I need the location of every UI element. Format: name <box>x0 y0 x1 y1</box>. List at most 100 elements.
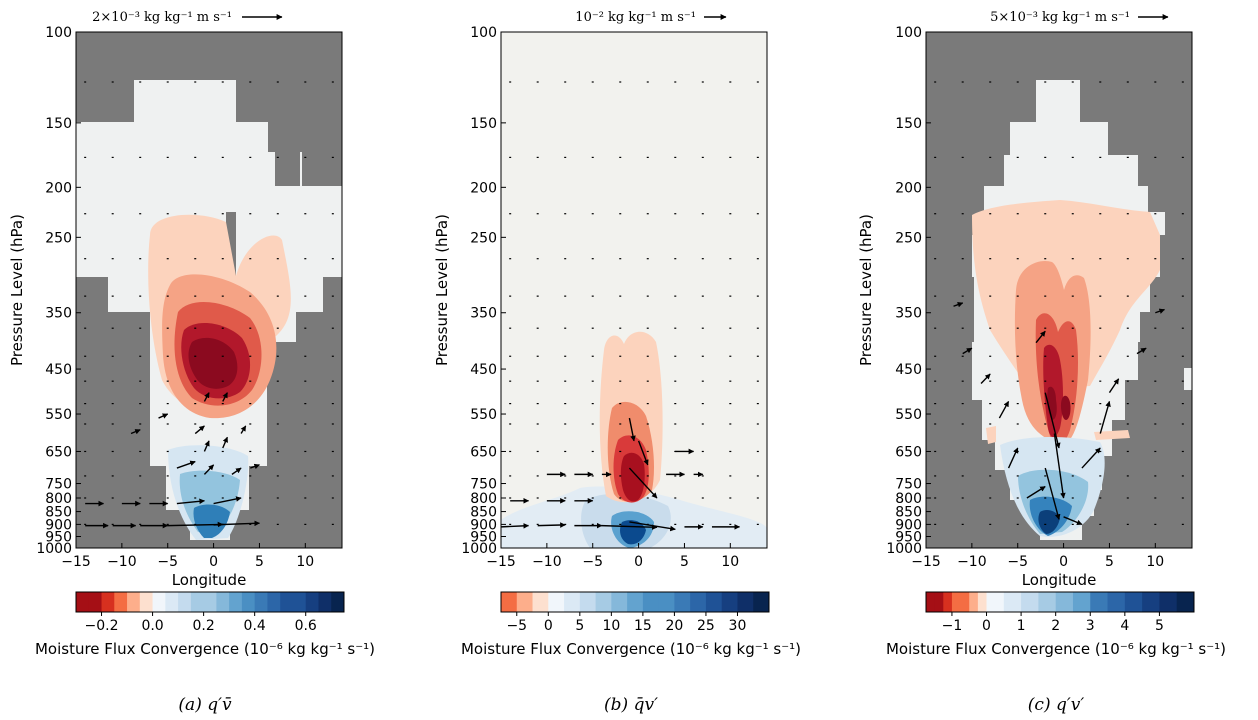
vector-arrow <box>1044 392 1061 449</box>
colorbar-tick-label: 0 <box>982 618 991 634</box>
x-tick-label: −15 <box>911 554 941 570</box>
panel-c-contour-neg-patch <box>1094 430 1130 440</box>
x-tick-label: −5 <box>1007 554 1028 570</box>
y-tick-label: 900 <box>45 517 72 533</box>
colorbar-bin <box>216 592 230 612</box>
colorbar-tick-label: 3 <box>1086 618 1095 634</box>
panel-a-quiver-key-label: 2×10⁻³ kg kg⁻¹ m s⁻¹ <box>92 10 232 25</box>
panel-a-contour-neg-core <box>188 337 238 389</box>
colorbar-tick-label: 0.4 <box>244 618 266 634</box>
panel-c-quiver-key-label: 5×10⁻³ kg kg⁻¹ m s⁻¹ <box>990 10 1130 25</box>
colorbar-bin <box>737 592 754 612</box>
colorbar-bin <box>1072 592 1091 612</box>
colorbar-bin <box>280 592 294 612</box>
y-tick-label: 650 <box>45 444 72 460</box>
colorbar-tick-label: 2 <box>1051 618 1060 634</box>
y-tick-label: 100 <box>45 25 72 41</box>
x-tick-label: −10 <box>957 554 987 570</box>
colorbar-bin <box>627 592 644 612</box>
colorbar-bin <box>753 592 770 612</box>
colorbar-bin <box>152 592 166 612</box>
x-tick-label: 5 <box>680 554 689 570</box>
y-tick-label: 250 <box>45 230 72 246</box>
y-tick-label: 850 <box>470 505 497 521</box>
y-tick-label: 750 <box>45 477 72 493</box>
vector-arrow <box>203 392 210 402</box>
colorbar-bin <box>139 592 154 612</box>
vector-arrow <box>962 347 973 355</box>
colorbar-frame <box>925 591 1195 613</box>
panel-b-vector-field <box>501 81 759 532</box>
colorbar-bin <box>331 592 345 612</box>
panel-c-contour-neg-patch <box>986 426 996 444</box>
panel-a-contour-pos-strong <box>193 504 230 538</box>
y-tick-label: 950 <box>45 530 72 546</box>
colorbar-bin <box>241 592 256 612</box>
vector-arrow <box>222 436 228 449</box>
panel-c-undefined-island <box>1184 368 1192 390</box>
panel-c-colorbar: −1 0 1 2 3 4 5 <box>925 591 1195 634</box>
panel-c-colorbar-label: Moisture Flux Convergence (10⁻⁶ kg kg⁻¹ … <box>886 640 1226 658</box>
panel-c-x-axis: −15 −10 −5 0 5 10 <box>911 543 1164 570</box>
colorbar-bin <box>642 592 660 612</box>
y-tick-label: 900 <box>470 517 497 533</box>
colorbar-bin <box>88 592 103 612</box>
vector-arrow <box>601 524 658 530</box>
y-tick-label: 1000 <box>36 541 72 557</box>
x-tick-label: 10 <box>296 554 314 570</box>
vector-arrow <box>231 467 242 475</box>
panel-a-missing-notch <box>275 152 300 186</box>
panel-a-frame <box>75 31 343 549</box>
vector-arrow <box>213 496 242 505</box>
panel-a-ylabel: Pressure Level (hPa) <box>8 214 26 366</box>
panel-c-y-axis: 100 150 200 250 350 450 550 650 7508008509009501… <box>886 25 931 557</box>
colorbar-frame <box>75 591 345 613</box>
vector-arrow <box>1081 447 1101 469</box>
colorbar-tick-label: 0.2 <box>192 618 214 634</box>
y-tick-label: 350 <box>45 306 72 322</box>
colorbar-bin <box>705 592 723 612</box>
panel-c-xlabel: Longitude <box>1022 571 1097 589</box>
panel-b: 1001502002503504505506507508008509009501… <box>433 10 801 715</box>
y-tick-label: 850 <box>45 505 72 521</box>
colorbar-bin <box>1159 592 1178 612</box>
y-tick-label: 750 <box>895 477 922 493</box>
y-tick-label: 250 <box>470 230 497 246</box>
panel-c-contour-neg-core <box>1060 395 1071 420</box>
vector-arrow <box>628 467 658 499</box>
colorbar-tick-label: 1 <box>1017 618 1026 634</box>
x-tick-label: −10 <box>532 554 562 570</box>
colorbar-bin <box>969 592 979 612</box>
colorbar-bin <box>658 592 675 612</box>
panel-c-contour-pos-core <box>1038 510 1060 534</box>
panel-a-colorbar: −0.2 0.0 0.2 0.4 0.6 <box>75 591 345 634</box>
x-tick-label: 10 <box>1146 554 1164 570</box>
colorbar-bin <box>564 592 581 612</box>
x-tick-label: −5 <box>157 554 178 570</box>
panel-a: 1001502002503504505506507508008509009501… <box>8 10 375 715</box>
panel-b-x-axis: −15 −10 −5 0 5 10 <box>486 543 739 570</box>
x-tick-label: −15 <box>61 554 91 570</box>
vector-arrow <box>1136 347 1147 355</box>
vector-arrow <box>1053 433 1066 499</box>
panel-c: 1001502002503504505506507508008509009501… <box>857 10 1226 715</box>
vector-arrow <box>628 417 636 442</box>
x-tick-label: 5 <box>255 554 264 570</box>
x-tick-label: 5 <box>1105 554 1114 570</box>
colorbar-bin <box>1176 592 1195 612</box>
y-tick-label: 200 <box>45 180 72 196</box>
colorbar-bin <box>165 592 179 612</box>
colorbar-bin <box>721 592 738 612</box>
vector-arrow <box>537 522 566 528</box>
vector-arrow <box>194 425 205 435</box>
y-tick-label: 800 <box>45 491 72 507</box>
colorbar-bin <box>1038 592 1057 612</box>
panel-b-frame <box>500 31 768 549</box>
y-tick-label: 450 <box>470 362 497 378</box>
y-tick-label: 350 <box>895 306 922 322</box>
y-tick-label: 750 <box>470 477 497 493</box>
colorbar-bin <box>951 592 970 612</box>
panel-c-caption: (c) q′v′ <box>1028 695 1085 715</box>
colorbar-bin <box>501 592 518 612</box>
